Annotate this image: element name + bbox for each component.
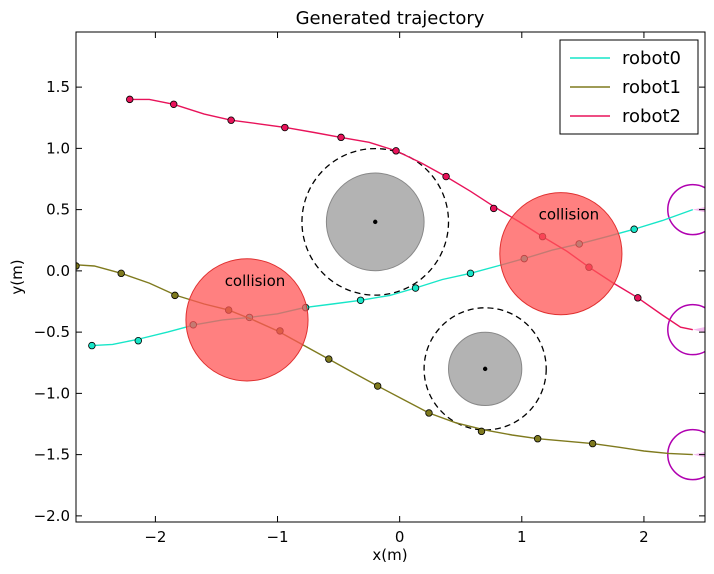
collision-label: collision — [539, 206, 600, 224]
data-point-robot2 — [126, 95, 134, 104]
data-point-robot1 — [76, 262, 80, 270]
chart-title: Generated trajectory — [296, 8, 485, 29]
collision-region — [185, 258, 309, 382]
plot-frame — [75, 31, 706, 523]
data-point-robot0 — [466, 269, 475, 278]
goal-heading-wedge — [692, 206, 705, 213]
data-point-robot2 — [227, 116, 235, 124]
collision-label: collision — [225, 272, 286, 290]
goal-circle — [667, 428, 705, 481]
x-tick-label: 0 — [395, 528, 405, 546]
x-tick-label: −2 — [144, 528, 166, 546]
data-point-robot0 — [411, 284, 420, 292]
y-tick-label: 1.5 — [46, 78, 70, 96]
data-point-robot1 — [533, 435, 542, 443]
data-point-robot0 — [88, 341, 96, 350]
y-tick-label: −1.0 — [34, 384, 70, 402]
legend: robot0 robot1 robot2 — [559, 39, 699, 135]
data-point-robot1 — [117, 269, 125, 278]
legend-label-robot0: robot0 — [622, 48, 681, 69]
plot-area: collision collision — [76, 95, 705, 481]
data-point-robot1 — [373, 382, 382, 390]
goal-circle — [667, 183, 705, 236]
obstacle-center — [373, 219, 378, 225]
goal-heading-wedge — [692, 327, 705, 333]
obstacle-center — [482, 366, 488, 372]
data-point-robot1 — [325, 355, 333, 363]
y-tick-label: −2.0 — [34, 507, 70, 525]
data-point-robot2 — [490, 204, 498, 213]
goal-circle — [667, 303, 705, 356]
y-tick-label: −1.5 — [34, 446, 70, 464]
data-point-robot1 — [477, 427, 486, 436]
x-tick-label: 1 — [517, 528, 527, 546]
y-axis-label: y(m) — [8, 259, 26, 294]
data-point-robot1 — [171, 291, 179, 300]
data-point-robot0 — [356, 296, 365, 304]
data-point-robot1 — [588, 439, 597, 448]
y-tick-label: 1.0 — [46, 139, 70, 157]
data-point-robot0 — [630, 225, 638, 233]
y-tick-label: 0.0 — [46, 262, 70, 280]
data-point-robot2 — [392, 147, 400, 155]
series-line-robot2 — [129, 98, 693, 331]
x-axis-label: x(m) — [372, 546, 407, 564]
collision-region — [499, 192, 623, 316]
data-point-robot2 — [281, 123, 289, 132]
data-point-robot1 — [425, 409, 433, 417]
obstacle-safety-ring — [301, 147, 450, 296]
legend-label-robot2: robot2 — [622, 106, 681, 127]
axes-ticks: −2 −1 0 1 2 1.5 1.0 0.5 0.0 −0.5 −1.0 −1.5 −2.0 — [34, 32, 705, 546]
data-point-robot2 — [442, 172, 450, 181]
y-tick-label: −0.5 — [34, 323, 70, 341]
data-point-robot2 — [337, 133, 345, 142]
data-point-robot2 — [170, 100, 178, 108]
legend-label-robot1: robot1 — [622, 77, 681, 98]
y-tick-label: 0.5 — [46, 201, 70, 219]
x-tick-label: 2 — [639, 528, 649, 546]
data-point-robot2 — [634, 294, 642, 302]
goal-heading-wedge — [692, 451, 705, 458]
x-tick-label: −1 — [266, 528, 288, 546]
data-point-robot0 — [134, 337, 142, 345]
